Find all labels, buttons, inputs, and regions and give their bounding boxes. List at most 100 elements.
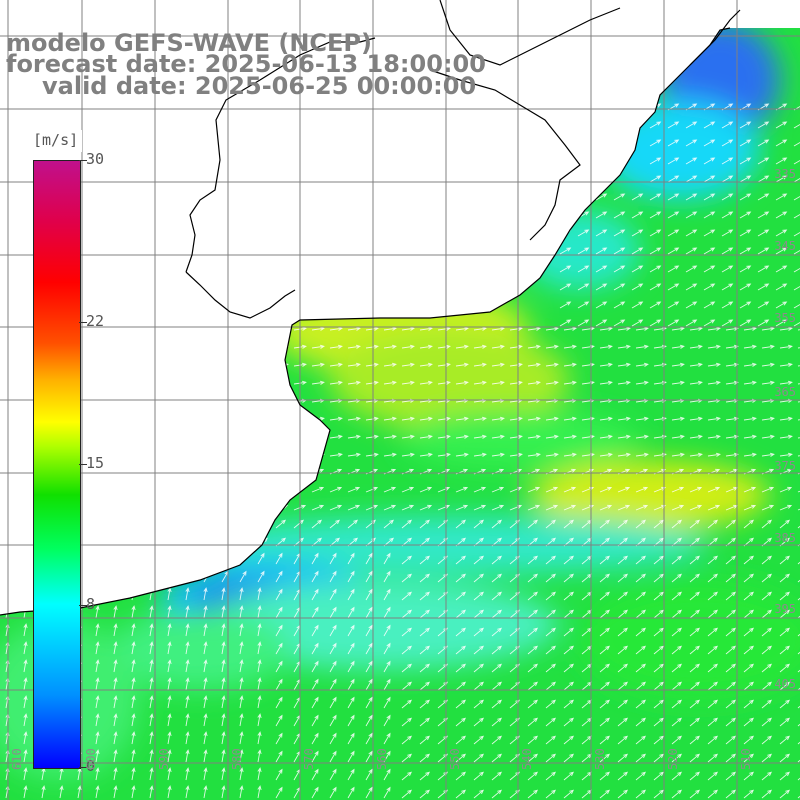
wind-arrow [779, 504, 793, 511]
wind-arrow [703, 157, 716, 165]
wind-arrow [491, 486, 505, 493]
wind-arrow [707, 555, 719, 565]
wind-arrow [221, 605, 226, 619]
wind-arrow [113, 605, 118, 619]
wind-arrow [761, 486, 775, 493]
wind-arrow [779, 416, 793, 421]
wind-arrow [221, 677, 226, 691]
wind-arrow [703, 175, 716, 183]
latitude-label: 345 [774, 239, 796, 253]
wind-arrow [383, 750, 391, 763]
wind-arrow [275, 678, 283, 691]
wind-arrow [527, 789, 539, 799]
wind-arrow [239, 570, 247, 583]
wind-arrow [689, 573, 701, 583]
wind-arrow [667, 283, 680, 291]
wind-arrow [239, 713, 244, 727]
wind-arrow [761, 591, 773, 601]
wind-arrow [595, 283, 608, 291]
wind-arrow [599, 434, 613, 439]
colorbar-unit: [m/s] [30, 131, 82, 149]
latitude-label: 355 [774, 311, 796, 325]
wind-arrow [329, 606, 337, 619]
wind-arrow [721, 175, 734, 183]
wind-arrow [347, 362, 361, 367]
wind-arrow [113, 641, 118, 655]
wind-arrow [149, 605, 154, 619]
wind-arrow [545, 609, 557, 619]
wind-arrow [275, 624, 283, 637]
wind-arrow [455, 434, 469, 439]
wind-arrow [707, 344, 721, 349]
wind-arrow [275, 786, 283, 799]
wind-arrow [739, 157, 752, 165]
wind-arrow [401, 753, 413, 763]
wind-arrow [649, 283, 662, 291]
wind-arrow [563, 681, 575, 691]
wind-arrow [59, 785, 64, 799]
wind-arrow [689, 591, 701, 601]
wind-arrow [779, 486, 793, 493]
wind-arrow [563, 645, 575, 655]
wind-arrow [739, 247, 752, 255]
wind-arrow [671, 380, 685, 385]
wind-arrow [707, 486, 721, 493]
wind-arrow [617, 771, 629, 781]
wind-arrow [491, 699, 503, 709]
wind-arrow [23, 641, 28, 655]
wind-arrow [599, 452, 613, 457]
wind-arrow [617, 380, 631, 385]
wind-arrow [703, 265, 716, 273]
wind-arrow [599, 573, 611, 583]
wind-arrow [203, 749, 208, 763]
wind-arrow [793, 229, 800, 237]
wind-arrow [491, 645, 503, 655]
longitude-label: 510 [739, 748, 753, 770]
wind-arrow [757, 319, 770, 327]
wind-arrow [437, 326, 451, 331]
wind-arrow [667, 211, 680, 219]
wind-arrow [383, 552, 391, 565]
wind-arrow [721, 301, 734, 309]
wind-arrow [275, 660, 283, 673]
wind-arrow [401, 699, 413, 709]
wind-arrow [419, 717, 431, 727]
wind-arrow [203, 713, 208, 727]
wind-arrow [653, 609, 665, 619]
wind-arrow [239, 731, 244, 745]
wind-arrow [667, 139, 680, 147]
wind-arrow [779, 735, 791, 745]
wind-arrow [689, 504, 703, 511]
latitude-label: 365 [774, 385, 796, 399]
wind-arrow [631, 193, 644, 201]
wind-arrow [563, 735, 575, 745]
wind-arrow [113, 623, 118, 637]
wind-arrow [509, 380, 523, 385]
wind-arrow [721, 193, 734, 201]
wind-arrow [779, 452, 793, 457]
wind-arrow [793, 265, 800, 273]
wind-arrow [617, 699, 629, 709]
wind-arrow [401, 416, 415, 421]
wind-arrow [613, 319, 626, 327]
wind-arrow [707, 717, 719, 727]
wind-arrow [329, 750, 337, 763]
wind-arrow [775, 211, 788, 219]
wind-arrow [779, 555, 791, 565]
wind-arrow [95, 605, 100, 619]
wind-arrow [707, 663, 719, 673]
wind-arrow [221, 641, 226, 655]
wind-arrow [635, 434, 649, 439]
wind-arrow [311, 344, 325, 349]
colorbar-tick-mark [79, 160, 87, 161]
wind-arrow [23, 623, 28, 637]
wind-arrow [743, 326, 757, 331]
wind-arrow [743, 681, 755, 691]
wind-arrow [239, 695, 244, 709]
wind-arrow [653, 789, 665, 799]
wind-arrow [707, 645, 719, 655]
wind-arrow [257, 731, 262, 745]
wind-arrow [545, 416, 559, 421]
wind-arrow [329, 452, 343, 457]
wind-arrow [667, 265, 680, 273]
